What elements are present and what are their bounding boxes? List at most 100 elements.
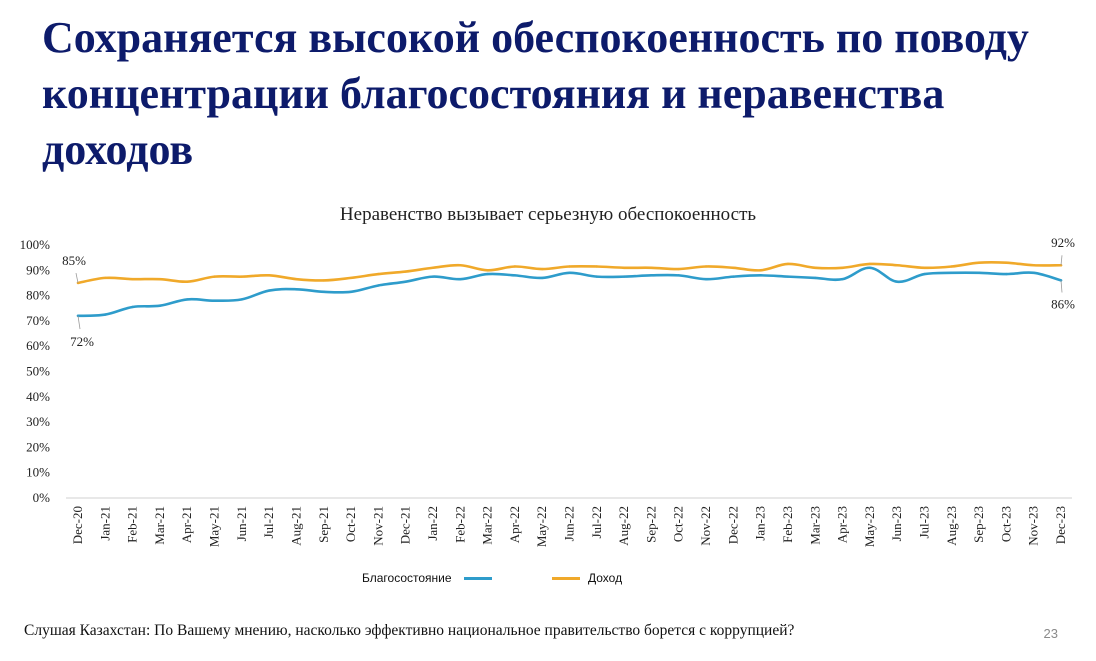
x-tick-label: Sep-22 <box>643 506 658 543</box>
data-point-wealth <box>404 280 407 283</box>
legend-item-wealth: Благосостояние <box>362 571 492 585</box>
data-point-wealth <box>377 284 380 287</box>
data-point-wealth <box>131 305 134 309</box>
data-point-income <box>868 262 872 266</box>
data-point-income <box>104 276 107 280</box>
y-tick-label: 0% <box>33 490 51 505</box>
data-point-wealth <box>431 275 435 278</box>
data-point-wealth <box>1032 271 1035 275</box>
data-point-wealth <box>568 271 571 275</box>
data-point-wealth <box>622 275 626 278</box>
data-point-wealth <box>841 277 844 281</box>
data-point-wealth <box>595 275 599 278</box>
chart-title: Неравенство вызывает серьезную обеспокое… <box>339 204 757 225</box>
data-point-income <box>841 266 844 269</box>
data-label-leader <box>75 272 79 284</box>
data-point-income <box>732 266 735 269</box>
legend-item-income: Доход <box>552 571 622 585</box>
data-point-income <box>486 269 489 272</box>
x-tick-label: Dec-22 <box>725 506 740 544</box>
y-tick-label: 90% <box>26 262 50 277</box>
x-tick-label: Mar-22 <box>480 506 495 545</box>
data-point-income <box>1059 264 1063 267</box>
y-tick-label: 80% <box>26 288 50 303</box>
data-point-wealth <box>540 276 544 280</box>
x-tick-label: Dec-20 <box>70 506 85 544</box>
data-label-leader <box>77 315 81 330</box>
data-point-wealth <box>868 266 872 269</box>
data-point-income <box>650 266 653 269</box>
x-tick-label: Oct-22 <box>671 506 686 542</box>
data-point-wealth <box>759 274 762 277</box>
x-tick-label: Dec-21 <box>398 506 413 544</box>
x-tick-label: Jun-22 <box>562 506 577 541</box>
x-tick-label: Nov-22 <box>698 506 713 546</box>
data-point-wealth <box>677 274 680 277</box>
data-point-income <box>158 277 162 281</box>
data-point-income <box>568 265 571 268</box>
x-tick-label: Apr-21 <box>179 506 194 543</box>
x-tick-label: Nov-21 <box>370 506 385 546</box>
data-point-income <box>622 266 626 269</box>
legend-label-wealth: Благосостояние <box>362 571 452 585</box>
data-point-wealth <box>349 290 353 294</box>
y-tick-label: 30% <box>26 414 50 429</box>
data-label-leader <box>1060 255 1063 266</box>
data-point-income <box>786 262 790 266</box>
y-tick-label: 100% <box>20 237 51 252</box>
data-point-income <box>431 266 435 269</box>
data-point-wealth <box>267 289 271 292</box>
data-point-income <box>977 261 981 264</box>
data-point-income <box>349 276 353 280</box>
y-tick-label: 60% <box>26 338 50 353</box>
x-tick-label: Mar-23 <box>807 506 822 545</box>
data-point-wealth <box>895 280 899 283</box>
data-point-income <box>131 277 134 281</box>
data-point-wealth <box>650 274 653 277</box>
data-point-income <box>759 269 762 272</box>
data-point-wealth <box>704 277 708 281</box>
data-point-wealth <box>104 313 107 316</box>
data-point-income <box>377 272 380 276</box>
data-label: 86% <box>1051 296 1075 311</box>
data-point-income <box>950 265 953 268</box>
y-tick-label: 40% <box>26 389 50 404</box>
x-tick-label: Jan-21 <box>97 506 112 541</box>
legend-swatch-income <box>552 577 580 581</box>
x-tick-label: Jul-21 <box>261 506 276 539</box>
data-point-wealth <box>213 299 216 302</box>
data-point-wealth <box>513 274 517 277</box>
x-tick-label: Aug-22 <box>616 506 631 546</box>
data-point-wealth <box>977 271 981 275</box>
data-point-income <box>814 266 817 269</box>
data-label: 85% <box>62 253 86 268</box>
data-point-wealth <box>186 298 189 301</box>
y-tick-label: 20% <box>26 439 50 454</box>
x-tick-label: Jun-21 <box>234 506 249 541</box>
x-tick-label: May-22 <box>534 506 549 547</box>
x-tick-label: Sep-21 <box>316 506 331 543</box>
data-point-wealth <box>732 275 735 278</box>
data-point-wealth <box>923 272 926 276</box>
data-point-income <box>76 281 80 285</box>
data-point-income <box>1005 261 1008 264</box>
data-point-income <box>1032 264 1035 267</box>
x-tick-label: Jun-23 <box>889 506 904 541</box>
line-chart: 0% 10% 20% 30% 40% 50% 60% 70% 80% 90% 100% Dec-20 J… <box>20 235 1075 547</box>
data-point-income <box>895 264 899 267</box>
data-point-wealth <box>295 288 298 291</box>
data-point-income <box>704 265 708 268</box>
x-tick-label: May-21 <box>207 506 222 547</box>
x-tick-label: Feb-22 <box>452 506 467 543</box>
footnote: Слушая Казахстан: По Вашему мнению, наск… <box>24 622 795 639</box>
y-tick-label: 10% <box>26 465 50 480</box>
slide-title: Сохраняется высокой обеспокоенность по п… <box>42 13 1029 174</box>
data-point-wealth <box>486 272 489 276</box>
x-tick-label: Jul-22 <box>589 506 604 539</box>
data-point-income <box>186 280 189 283</box>
data-point-wealth <box>950 271 953 275</box>
data-point-income <box>295 277 298 281</box>
data-point-wealth <box>1059 279 1063 282</box>
data-point-wealth <box>322 290 325 294</box>
data-label: 92% <box>1051 235 1075 250</box>
